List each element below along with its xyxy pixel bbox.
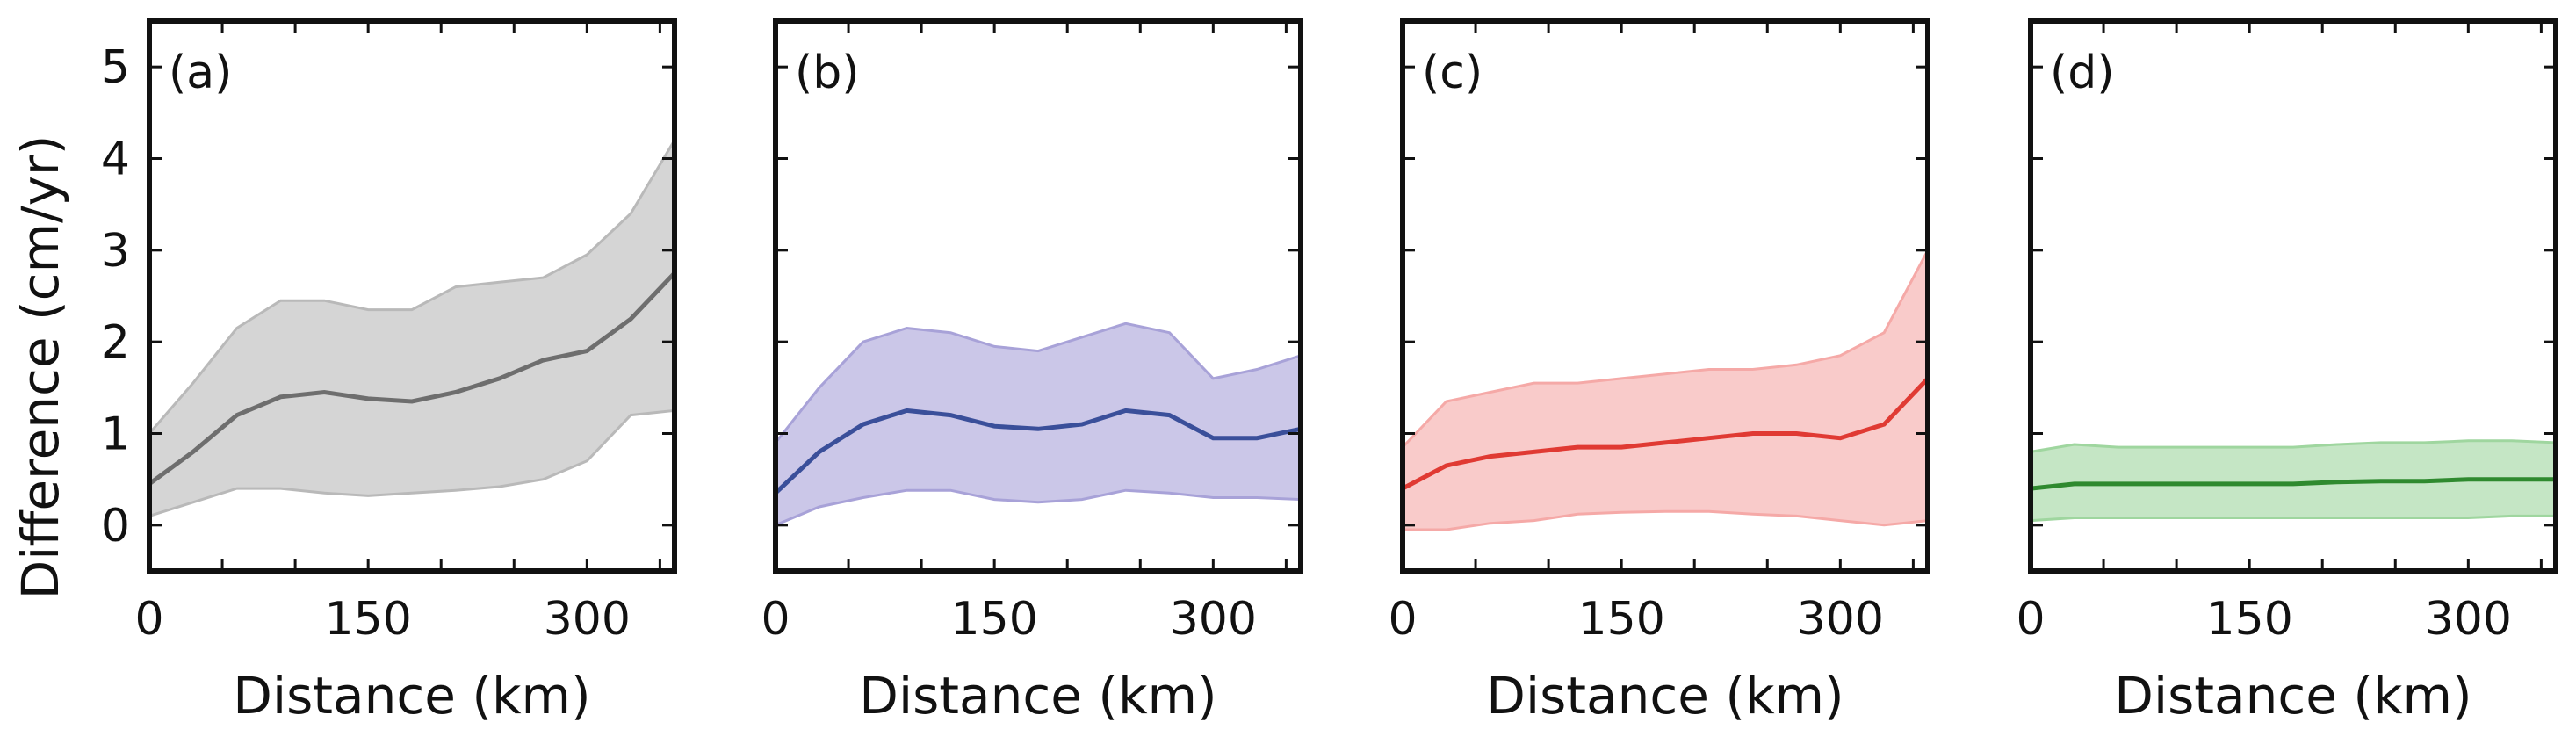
- panel-a-ticks: 0 1 2 3 4 5 0 150 300: [101, 21, 675, 646]
- panel-b-x-tick-label: 300: [1170, 593, 1257, 646]
- panel-a-mean-line: [148, 271, 676, 486]
- panel-b-mean-line: [774, 408, 1302, 495]
- panel-b-x-tick-label: 0: [761, 593, 790, 646]
- panel-d-tag: (d): [2050, 47, 2115, 99]
- panel-d-x-tick-label: 150: [2206, 593, 2293, 646]
- y-tick-label: 2: [101, 316, 130, 369]
- y-tick-label: 3: [101, 225, 130, 278]
- y-tick-label: 4: [101, 134, 130, 186]
- panel-d-frame: [2028, 18, 2558, 574]
- panel-c-ticks: 0 150 300: [1388, 21, 1928, 646]
- panel-c-mean-line: [1401, 377, 1930, 491]
- panel-a-xlabel: Distance (km): [233, 666, 590, 726]
- panel-c-x-tick-label: 300: [1797, 593, 1884, 646]
- panel-c-frame: [1400, 18, 1930, 574]
- panel-c-x-tick-label: 150: [1578, 593, 1665, 646]
- panel-a-x-tick-label: 150: [325, 593, 412, 646]
- panel-a-x-tick-label: 0: [134, 593, 163, 646]
- panel-a-tag: (a): [169, 47, 232, 99]
- panel-b-ticks: 0 150 300: [761, 21, 1301, 646]
- y-tick-label: 5: [101, 41, 130, 94]
- panel-d-mean-line: [2030, 477, 2556, 491]
- panel-d-xlabel: Distance (km): [2114, 666, 2471, 726]
- panel-b-x-tick-label: 150: [951, 593, 1038, 646]
- panel-b-tag: (b): [795, 47, 860, 99]
- panel-b: 0 150 300 (b) Distance (km): [761, 18, 1303, 726]
- panel-a-band: [148, 135, 676, 518]
- panel-c-x-tick-label: 0: [1388, 593, 1417, 646]
- panel-c: 0 150 300 (c) Distance (km): [1388, 18, 1930, 726]
- y-tick-label: 0: [101, 500, 130, 553]
- panel-a-x-tick-label: 300: [544, 593, 631, 646]
- panel-d-x-tick-label: 0: [2016, 593, 2045, 646]
- panel-b-frame: [773, 18, 1303, 574]
- panel-c-band: [1401, 249, 1930, 531]
- panel-a: 0 1 2 3 4 5 0 150 300 (a) Distance (km): [101, 18, 677, 726]
- panel-d-x-tick-label: 300: [2425, 593, 2512, 646]
- panel-c-xlabel: Distance (km): [1486, 666, 1844, 726]
- panel-d-ticks: 0 150 300: [2016, 21, 2556, 646]
- panel-b-xlabel: Distance (km): [859, 666, 1216, 726]
- panel-c-tag: (c): [1422, 47, 1483, 99]
- panel-d: 0 150 300 (d) Distance (km): [2016, 18, 2558, 726]
- y-tick-label: 1: [101, 408, 130, 461]
- y-axis-title: Difference (cm/yr): [11, 135, 70, 600]
- panel-b-band: [774, 322, 1302, 528]
- panel-a-frame: [147, 18, 677, 574]
